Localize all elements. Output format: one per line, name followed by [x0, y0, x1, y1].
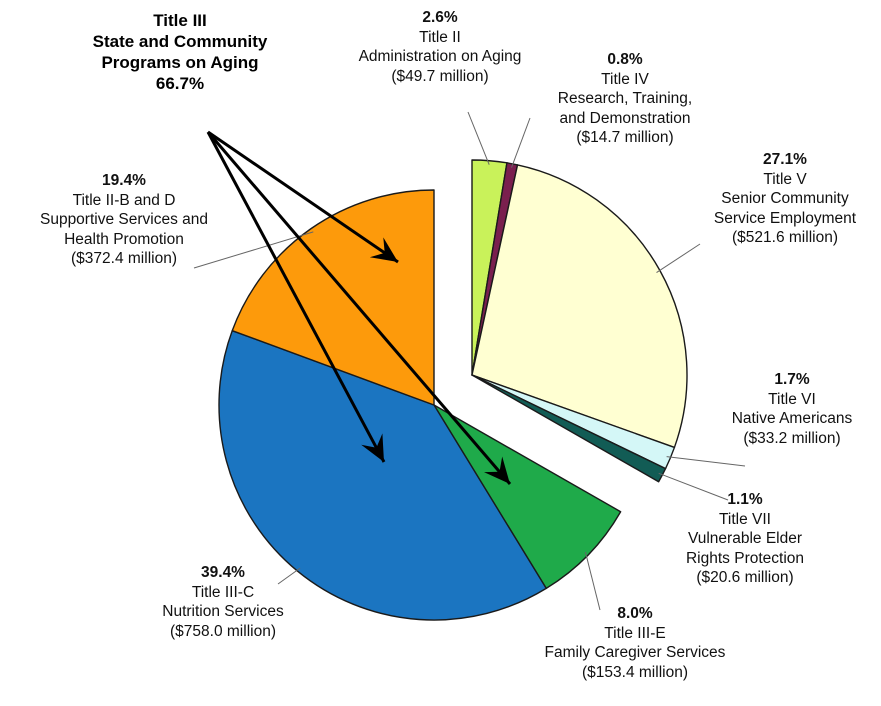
- leader-line-title-ii: [467, 111, 490, 165]
- arrow-to-title-ii-b-d: [207, 130, 399, 264]
- slice-label-title-vii: 1.1% Title VII Vulnerable Elder Rights P…: [685, 491, 805, 586]
- leader-line-title-vii: [658, 472, 729, 501]
- leader-line-title-iv: [511, 117, 531, 168]
- pie-slice-title-iii-c: [218, 329, 547, 621]
- pie-slice-title-vii: [471, 374, 667, 483]
- title-iii-callout: Title III State and Community Programs o…: [92, 11, 268, 93]
- arrow-to-title-iii-e-head: [484, 456, 510, 484]
- pie-slice-title-ii-b-d: [231, 189, 435, 406]
- slice-label-title-v: 27.1% Title V Senior Community Service E…: [713, 151, 857, 246]
- arrow-to-title-iii-c-head: [361, 433, 384, 462]
- leader-line-title-iii-c: [277, 567, 301, 585]
- slice-label-title-iii-e: 8.0% Title III-E Family Caregiver Servic…: [544, 605, 726, 681]
- arrow-to-title-ii-b-d-head: [369, 237, 398, 262]
- slice-label-title-iv: 0.8% Title IV Research, Training, and De…: [557, 51, 693, 146]
- leader-line-title-vi: [666, 456, 746, 467]
- slice-label-title-iii-c: 39.4% Title III-C Nutrition Services ($7…: [162, 564, 284, 640]
- leader-line-title-v: [656, 243, 701, 274]
- arrow-to-title-iii-c: [206, 131, 386, 463]
- slice-label-title-ii-b-d: 19.4% Title II-B and D Supportive Servic…: [39, 172, 208, 267]
- pie-slices: [218, 159, 688, 621]
- arrow-to-title-iii-e: [206, 131, 512, 485]
- leader-line-title-ii-b-d: [193, 231, 314, 269]
- slice-label-title-vi: 1.7% Title VI Native Americans ($33.2 mi…: [731, 371, 853, 447]
- callout-arrows: [206, 130, 512, 485]
- leader-line-title-iii-e: [584, 551, 601, 611]
- leader-lines: [193, 111, 746, 611]
- slice-label-title-ii: 2.6% Title II Administration on Aging ($…: [358, 9, 522, 85]
